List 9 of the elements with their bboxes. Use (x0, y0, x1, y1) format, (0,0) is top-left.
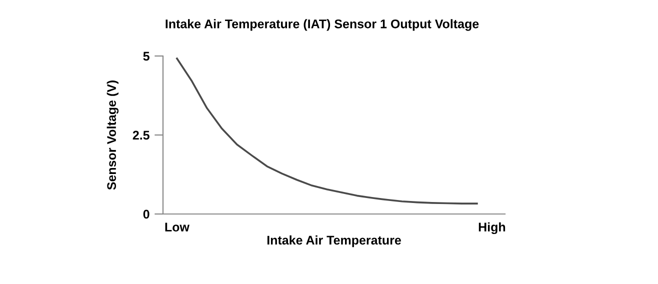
y-axis-title: Sensor Voltage (V) (106, 80, 119, 190)
y-tick-label: 0 (143, 210, 150, 219)
x-tick-label: Low (165, 222, 190, 232)
line-series (176, 58, 478, 204)
y-tick-label: 2.5 (132, 130, 150, 140)
y-tick-label: 5 (143, 52, 150, 61)
x-tick-label: High (478, 222, 506, 234)
x-axis-title: Intake Air Temperature (267, 235, 401, 248)
chart-title: Intake Air Temperature (IAT) Sensor 1 Output Voltage (166, 19, 479, 31)
